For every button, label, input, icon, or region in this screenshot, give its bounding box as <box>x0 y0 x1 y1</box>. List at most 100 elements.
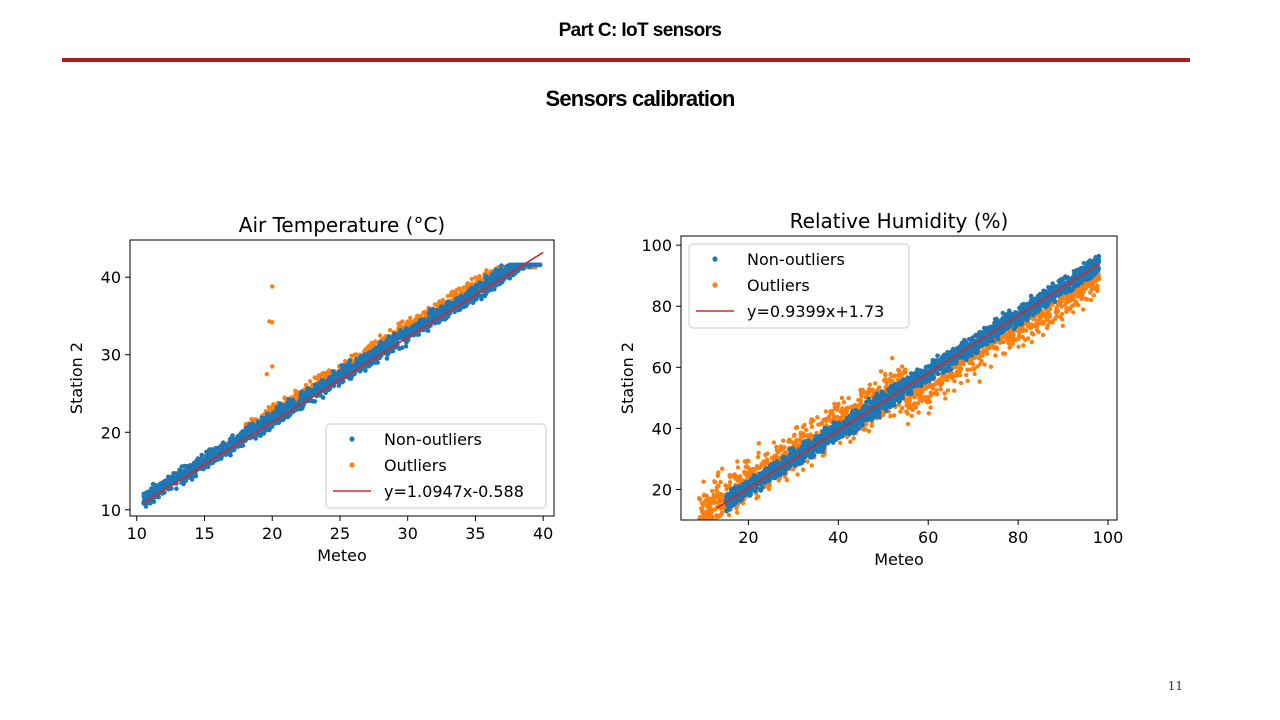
non-outlier-point <box>277 407 283 413</box>
outlier-point <box>469 276 474 282</box>
outlier-point <box>1007 345 1012 350</box>
non-outlier-point <box>205 464 211 470</box>
outlier-point <box>1079 296 1084 302</box>
non-outlier-point <box>149 486 154 491</box>
outlier-point <box>1009 338 1014 343</box>
outlier-point <box>396 321 401 326</box>
legend-label: y=1.0947x-0.588 <box>384 482 524 501</box>
x-tick-label: 30 <box>398 524 418 543</box>
outlier-point <box>717 513 723 519</box>
outlier-point <box>866 429 872 434</box>
outlier-point <box>1072 291 1077 297</box>
outlier-point <box>724 487 729 492</box>
outlier-point <box>313 376 318 381</box>
outlier-point <box>1047 312 1052 317</box>
outlier-point <box>735 459 740 464</box>
non-outlier-point <box>243 425 249 431</box>
outlier-point <box>985 346 990 351</box>
non-outlier-point <box>483 291 489 297</box>
outlier-point <box>771 440 777 445</box>
outlier-point <box>1020 334 1025 340</box>
outlier-point <box>977 362 983 367</box>
non-outlier-point <box>339 363 344 368</box>
outlier-point <box>830 412 835 417</box>
outlier-point <box>756 494 761 499</box>
outlier-point <box>796 443 802 448</box>
non-outlier-point <box>162 479 167 484</box>
outlier-point <box>898 409 903 414</box>
outlier-point <box>945 388 951 393</box>
outlier-point <box>1060 323 1065 328</box>
outlier-point <box>792 432 797 437</box>
outlier-point <box>878 369 884 374</box>
outlier-point <box>700 501 705 506</box>
outlier-point <box>303 382 309 388</box>
air-temperature-chart: Air Temperature (°C)10 15 20 25 30 35 40102030… <box>67 213 555 565</box>
legend-box <box>325 423 547 509</box>
non-outlier-point <box>398 327 403 333</box>
outlier-point <box>899 364 905 369</box>
outlier-point <box>728 473 733 478</box>
outlier-point <box>743 464 748 469</box>
non-outlier-point <box>416 321 422 326</box>
outlier-point <box>250 417 255 423</box>
outlier-point <box>916 410 921 415</box>
outlier-point <box>712 480 718 485</box>
outlier-point <box>1059 304 1064 309</box>
outlier-point <box>1025 324 1031 329</box>
outlier-point <box>892 413 897 418</box>
outlier-point <box>912 401 917 406</box>
x-tick-label: 10 <box>127 524 147 543</box>
outlier-point <box>456 286 462 291</box>
outlier-point <box>701 492 707 497</box>
outlier-point <box>917 397 922 402</box>
outlier-point <box>840 411 845 416</box>
outlier-point <box>906 405 912 411</box>
outlier-point <box>735 465 741 470</box>
outlier-point <box>867 386 872 392</box>
non-outlier-point <box>312 399 318 404</box>
x-tick-label: 15 <box>194 524 214 543</box>
non-outlier-point <box>444 305 450 310</box>
outlier-point <box>897 368 902 373</box>
outlier-point <box>1065 297 1071 302</box>
non-outlier-point <box>476 282 481 288</box>
outlier-point <box>903 397 909 403</box>
outlier-point <box>704 526 708 530</box>
outlier-point <box>709 507 714 512</box>
non-outlier-point <box>357 369 363 374</box>
outlier-point <box>243 422 248 427</box>
non-outlier-point <box>221 442 226 448</box>
non-outlier-point <box>537 262 543 268</box>
outlier-point <box>1016 344 1021 349</box>
outlier-point <box>1016 330 1022 335</box>
non-outlier-point <box>320 395 326 400</box>
non-outlier-point <box>250 426 255 431</box>
legend-marker <box>349 462 355 468</box>
outlier-point <box>748 471 753 476</box>
non-outlier-point <box>340 368 345 374</box>
non-outlier-point <box>237 436 243 442</box>
outlier-point <box>1037 321 1043 326</box>
outlier-point <box>952 379 957 384</box>
non-outlier-point <box>427 307 433 312</box>
non-outlier-point <box>151 490 156 496</box>
non-outlier-point <box>281 407 286 413</box>
outlier-point <box>1071 297 1076 302</box>
non-outlier-point <box>143 504 149 509</box>
outlier-point <box>707 500 712 506</box>
non-outlier-point <box>141 494 147 500</box>
x-tick-label: 25 <box>330 524 350 543</box>
non-outlier-point <box>369 350 375 355</box>
non-outlier-point <box>494 273 499 279</box>
outlier-point <box>744 459 749 465</box>
outlier-point <box>907 398 912 403</box>
outlier-point <box>1031 332 1036 337</box>
outlier-point <box>928 405 933 410</box>
outlier-point <box>1021 343 1026 348</box>
non-outlier-point <box>213 445 219 451</box>
non-outlier-point <box>298 397 304 403</box>
outlier-point <box>732 474 737 479</box>
outlier-point <box>791 467 796 472</box>
outlier-point <box>926 411 931 416</box>
